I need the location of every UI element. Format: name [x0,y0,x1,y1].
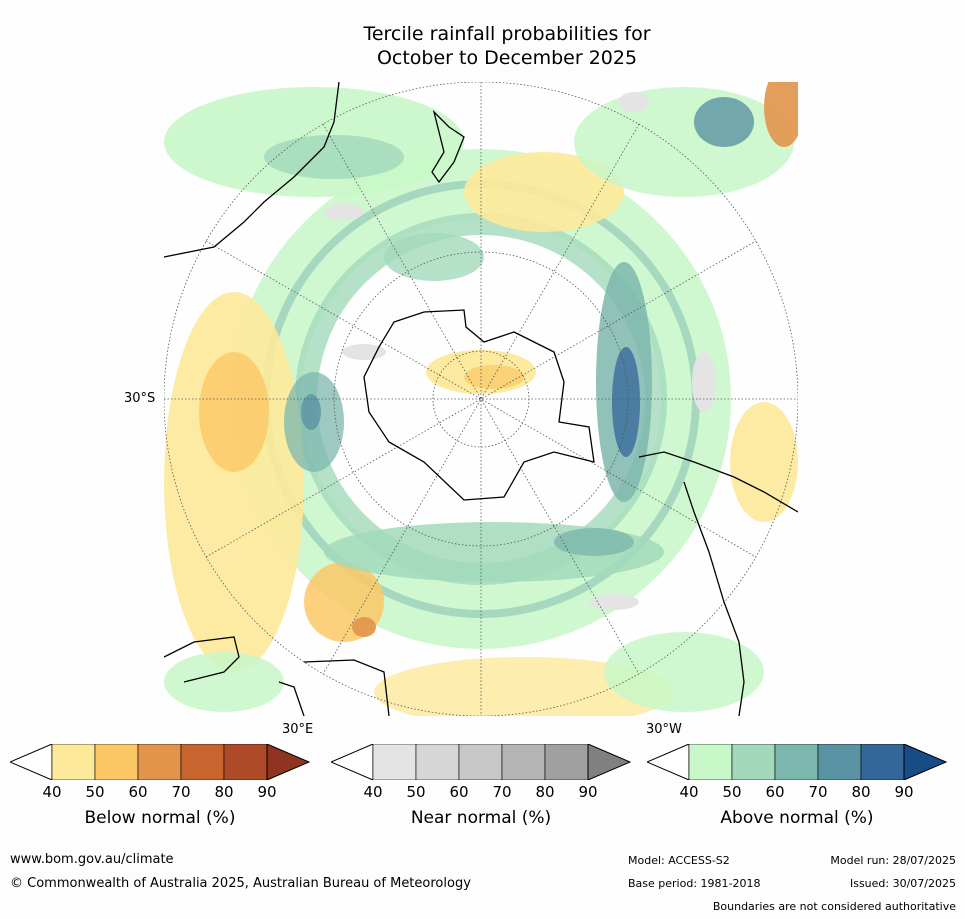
tick-label: 50 [85,783,105,801]
colorbar-swatch [51,744,96,780]
colorbar-swatch [137,744,182,780]
colorbar-swatch [458,744,503,780]
tick-label: 80 [535,783,555,801]
title-line-1: Tercile rainfall probabilities for [363,23,651,45]
colorbar-swatch [415,744,460,780]
colorbar-high-extend [903,744,947,780]
colorbar-swatch [180,744,225,780]
tick-label: 70 [492,783,512,801]
colorbar-swatch [860,744,905,780]
colorbar-low-extend [10,744,53,780]
colorbar-swatch [688,744,733,780]
colorbar-near-swatches [331,744,631,780]
colorbar-below-label: Below normal (%) [84,808,236,828]
tick-label: 50 [406,783,426,801]
tick-label: 40 [679,783,699,801]
tick-label: 90 [578,783,598,801]
lat-30s-label: 30°S [124,391,156,406]
colorbar-swatch [774,744,819,780]
copyright-text: © Commonwealth of Australia 2025, Austra… [10,876,471,891]
probability-shading [164,67,804,727]
colorbar-swatch [731,744,776,780]
tick-label: 60 [128,783,148,801]
tick-label: 40 [42,783,62,801]
colorbar-low-extend [331,744,374,780]
issued-text: Issued: 30/07/2025 [849,877,956,890]
tick-label: 70 [808,783,828,801]
colorbar-below-swatches [10,744,310,780]
tick-label: 40 [363,783,383,801]
colorbar-swatch [94,744,139,780]
colorbar-high-extend [587,744,631,780]
tick-label: 90 [894,783,914,801]
title-line-2: October to December 2025 [376,47,638,69]
colorbar-swatch [544,744,589,780]
colorbar-below-normal [10,744,310,780]
polar-map [163,67,804,727]
tick-label: 50 [722,783,742,801]
model-text: Model: ACCESS-S2 [628,854,730,867]
colorbar-low-extend [647,744,690,780]
colorbar-swatch [223,744,268,780]
colorbar-high-extend [266,744,310,780]
colorbar-swatch [372,744,417,780]
tick-label: 60 [449,783,469,801]
tick-label: 80 [214,783,234,801]
website-link[interactable]: www.bom.gov.au/climate [10,852,174,867]
colorbar-above-normal [647,744,947,780]
colorbar-above-label: Above normal (%) [720,808,874,828]
tick-label: 70 [171,783,191,801]
coastlines [163,81,799,717]
map-canvas [163,67,804,727]
tick-label: 60 [765,783,785,801]
tick-label: 90 [257,783,277,801]
model-run-text: Model run: 28/07/2025 [830,854,956,867]
disclaimer-text: Boundaries are not considered authoritat… [712,900,956,913]
colorbar-above-swatches [647,744,947,780]
colorbar-near-normal [331,744,631,780]
map-title: Tercile rainfall probabilities for Octob… [0,22,965,70]
colorbar-swatch [501,744,546,780]
colorbar-near-label: Near normal (%) [410,808,552,828]
base-period-text: Base period: 1981-2018 [628,877,761,890]
colorbar-swatch [817,744,862,780]
tick-label: 80 [851,783,871,801]
lon-30e-label: 30°E [282,722,314,737]
lon-30w-label: 30°W [646,722,682,737]
